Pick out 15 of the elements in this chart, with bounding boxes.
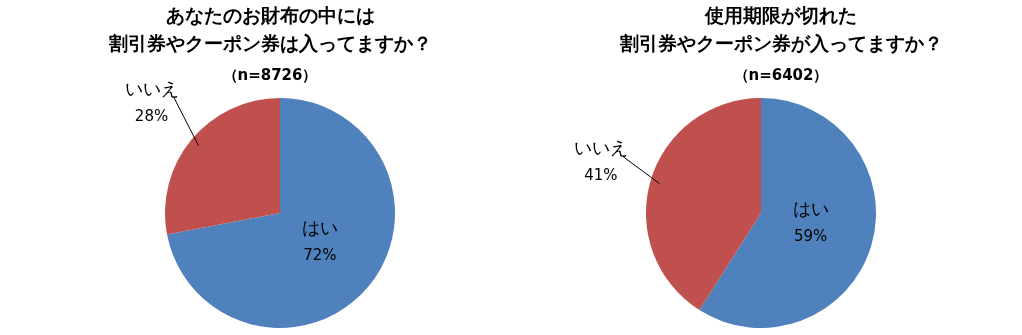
data-label: 72% bbox=[303, 245, 337, 264]
slice-label: はい bbox=[792, 198, 829, 220]
pie-slice bbox=[167, 98, 395, 328]
data-label: 28% bbox=[134, 106, 169, 125]
data-label: 59% bbox=[794, 227, 828, 246]
chart-title: 使用期限が切れた割引券やクーポン券が入ってますか？ bbox=[618, 4, 943, 54]
chart-subtitle: （n=8726） bbox=[222, 66, 318, 84]
chart-subtitle: （n=6402） bbox=[733, 66, 829, 84]
slice-label: はい bbox=[301, 216, 338, 238]
slice-label: いいえ bbox=[124, 77, 179, 99]
chart-title: あなたのお財布の中には割引券やクーポン券は入ってますか？ bbox=[107, 4, 432, 54]
pie-slice bbox=[646, 98, 761, 311]
slice-label: いいえ bbox=[573, 137, 628, 159]
pie-slice bbox=[699, 98, 876, 328]
data-label: 41% bbox=[584, 166, 618, 185]
